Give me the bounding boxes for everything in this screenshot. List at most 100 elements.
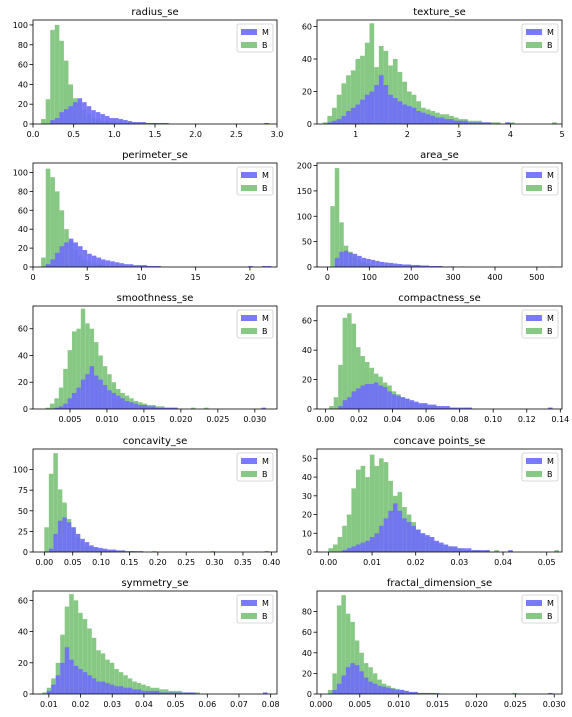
histogram-bar <box>63 60 69 124</box>
histogram-bar <box>94 375 99 409</box>
x-tick-label: 0.0 <box>27 130 40 139</box>
histogram-bar <box>424 265 429 267</box>
histogram-bar <box>48 473 54 552</box>
histogram-bar <box>406 264 412 267</box>
series-M <box>342 503 513 552</box>
histogram-bar <box>494 550 499 552</box>
legend-swatch-B <box>526 185 542 191</box>
y-tick-label: 60 <box>18 325 28 334</box>
histogram-bar <box>89 366 95 409</box>
histogram-bar <box>406 522 412 552</box>
histogram-bar <box>91 637 97 694</box>
histogram-bar <box>73 665 79 694</box>
histogram-bar <box>393 263 398 267</box>
chart-title: smoothness_se <box>117 293 194 304</box>
histogram-bar <box>445 406 450 409</box>
x-tick-label: 0.04 <box>494 558 512 567</box>
histogram-bar <box>129 551 135 552</box>
histogram-bar <box>45 168 51 267</box>
histogram-bar <box>100 259 106 267</box>
histogram-bar <box>552 122 557 124</box>
histogram-bar <box>123 120 128 124</box>
x-tick-label: 0.10 <box>92 558 110 567</box>
histogram-bar <box>136 683 142 694</box>
histogram-bar <box>141 684 146 694</box>
x-tick-label: 200 <box>404 273 419 282</box>
histogram-bar <box>397 510 403 552</box>
histogram-bar <box>356 347 361 409</box>
histogram-bar <box>364 42 370 124</box>
chart-title: symmetry_se <box>121 578 188 589</box>
histogram-bar <box>435 117 440 124</box>
histogram-bar <box>124 264 129 267</box>
histogram-bar <box>454 407 459 409</box>
histogram-bar <box>435 692 441 694</box>
histogram-bar <box>168 692 173 694</box>
histogram-bar <box>66 522 72 552</box>
legend-label-B: B <box>262 612 268 621</box>
histogram-bar <box>72 392 77 409</box>
histogram-bar <box>84 542 90 552</box>
histogram-bar <box>338 406 343 409</box>
histogram-bar <box>142 404 147 409</box>
histogram-bar <box>467 122 473 124</box>
histogram-bar <box>422 692 427 694</box>
y-tick-label: 0 <box>307 120 312 129</box>
histogram-bar <box>350 70 356 124</box>
x-tick-label: 300 <box>445 273 460 282</box>
histogram-bar <box>397 263 403 267</box>
histogram-bar <box>332 673 337 694</box>
histogram-bar <box>80 538 85 552</box>
axes-frame <box>316 162 563 268</box>
histogram-bar <box>392 98 398 124</box>
y-tick-label: 40 <box>302 649 312 658</box>
histogram-bar <box>463 407 468 409</box>
histogram-bar <box>548 692 553 694</box>
histogram-bar <box>415 264 421 267</box>
histogram-bar <box>96 257 101 267</box>
histogram-bar <box>59 40 64 124</box>
histogram-bar <box>431 692 436 694</box>
legend: MB <box>521 23 559 53</box>
histogram-bar <box>427 404 432 409</box>
histogram-bar <box>369 537 375 552</box>
histogram-bar <box>391 394 397 409</box>
y-tick-label: 150 <box>297 187 312 196</box>
histogram-bar <box>368 667 373 694</box>
histogram-bar <box>414 401 419 409</box>
series-M <box>46 647 268 694</box>
histogram-bar <box>98 379 103 409</box>
histogram-bar <box>327 122 333 124</box>
chart-4: smoothness_se 0.005 0.010 0.015 0.020 0.025 0.… <box>18 293 278 424</box>
histogram-bar <box>355 59 361 124</box>
histogram-bar <box>439 542 444 552</box>
histogram-bar <box>78 669 83 694</box>
histogram-bar <box>248 266 253 267</box>
histogram-bar <box>392 503 398 552</box>
legend: MB <box>521 452 559 482</box>
histogram-bar <box>379 261 385 267</box>
histogram-bar <box>177 692 182 694</box>
histogram-bar <box>150 123 155 124</box>
histogram-bar <box>41 119 46 124</box>
x-tick-label: 0.08 <box>451 415 469 424</box>
histogram-bar <box>420 265 425 267</box>
histogram-bar <box>152 551 157 552</box>
histogram-bar <box>145 686 151 694</box>
histogram-bar <box>160 407 165 409</box>
histogram-bar <box>63 109 69 124</box>
histogram-bar <box>151 406 156 409</box>
histogram-bar <box>68 238 74 267</box>
x-tick-label: 0.03 <box>450 558 468 567</box>
histogram-bar <box>100 681 106 694</box>
histogram-bar <box>411 264 416 267</box>
y-tick-label: 60 <box>302 628 312 637</box>
histogram-bar <box>57 520 63 552</box>
legend: MB <box>521 166 559 196</box>
histogram-bar <box>386 687 391 694</box>
histogram-bar <box>336 119 342 124</box>
axes-frame <box>316 590 563 695</box>
x-tick-label: 3 <box>456 130 461 139</box>
y-tick-label: 20 <box>18 659 28 668</box>
histogram-bar <box>127 678 133 694</box>
